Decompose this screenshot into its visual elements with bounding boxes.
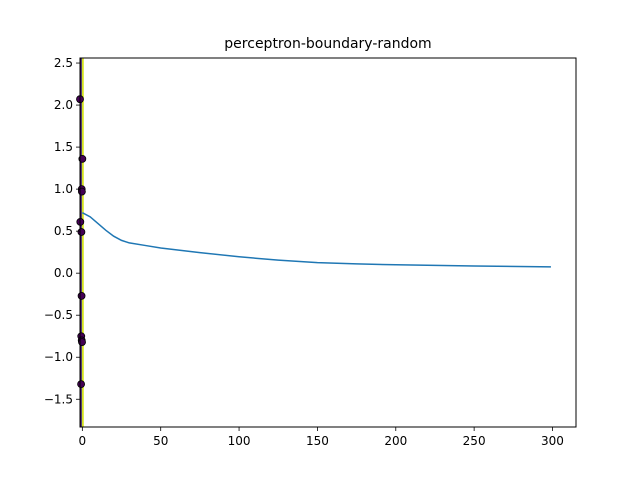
decision-regions [80,58,84,427]
plot-frame [79,57,577,428]
y-tick-label: 1.0 [54,182,73,196]
decision-region-light [82,58,84,427]
y-tick-label: 0.0 [54,266,73,280]
y-tick-label: −0.5 [44,308,73,322]
loss-line [81,211,551,268]
x-tick-label: 0 [79,434,87,448]
decision-region-dark [80,58,82,427]
loss-line-series [81,211,551,268]
x-tick-label: 300 [541,434,564,448]
x-tick-label: 250 [463,434,486,448]
scatter-point [77,380,85,389]
decision-region-mid [81,58,83,427]
scatter-point [77,291,86,300]
x-tick-label: 200 [384,434,407,448]
y-tick-label: 1.5 [54,140,73,154]
y-tick-label: −1.5 [44,392,73,406]
x-axis-ticks: 0 50 100 150 200 250 300 [79,427,564,448]
x-tick-label: 150 [306,434,329,448]
scatter-point [78,154,87,163]
y-axis-ticks: −1.5 −1.0 −0.5 0.0 0.5 1.0 1.5 2.0 2.5 [44,56,80,406]
y-tick-label: −1.0 [44,350,73,364]
scatter-point [77,228,86,236]
x-tick-label: 100 [228,434,251,448]
y-tick-label: 2.0 [54,98,73,112]
y-tick-label: 0.5 [54,224,73,238]
y-tick-label: 2.5 [54,56,73,70]
x-tick-label: 50 [153,434,168,448]
chart-title: perceptron-boundary-random [224,36,431,52]
